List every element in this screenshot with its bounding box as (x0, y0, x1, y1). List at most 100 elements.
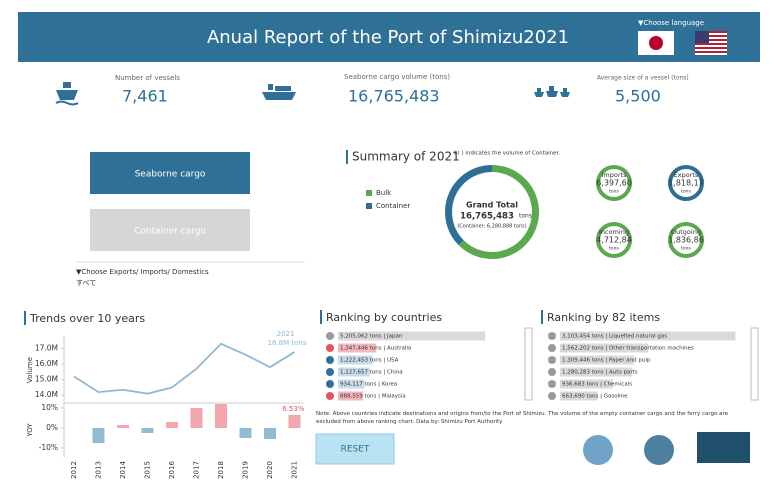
annotation: 2021 (277, 330, 295, 338)
kpi-value: 7,461 (122, 87, 168, 106)
circle-unit: tons (681, 246, 691, 252)
x-tick-label: 2019 (242, 461, 250, 479)
x-tick-label: 2014 (119, 461, 127, 479)
kpi-label: Seaborne cargo volume (tons) (344, 73, 450, 81)
scrollbar[interactable] (750, 327, 759, 401)
yoy-bar (141, 428, 154, 433)
circle-value: 1,836,86 (668, 236, 704, 245)
y-tick-label: 16.0M (35, 359, 58, 368)
circle-unit: tons (609, 189, 619, 195)
rank-bar (560, 391, 598, 401)
rank-label: 1,222,453 tons | USA (340, 358, 399, 364)
rank-label: 1,280,283 tons | Auto parts (562, 370, 638, 376)
rank-bar (338, 343, 377, 353)
x-tick-label: 2017 (193, 461, 201, 479)
yoy-bar (215, 404, 227, 428)
y-tick-label: 17.0M (35, 343, 58, 352)
y-axis-label: YOY (26, 423, 34, 438)
direction-icon (326, 332, 334, 340)
y-tick-label: 14.0M (35, 390, 58, 399)
direction-icon (326, 356, 334, 364)
direction-icon (326, 368, 334, 376)
rank-label: 1,347,446 tons | Australia (340, 346, 411, 352)
value-label: 16.8M tons (268, 339, 307, 347)
title-accent (320, 310, 322, 324)
language-label[interactable]: ▼Choose language (638, 19, 704, 27)
kpi-label: Average size of a vessel (tons) (597, 75, 689, 82)
rank-bar (560, 355, 634, 365)
summary-ring (668, 165, 704, 201)
rank-bar (560, 379, 613, 389)
rank-bar (338, 379, 365, 389)
trend-line (73, 342, 295, 395)
rank-bar (560, 331, 736, 341)
yoy-bar (239, 428, 252, 438)
summary-title: Summary of 2021 (352, 150, 460, 164)
chart-title: Trends over 10 years (29, 312, 145, 325)
y-tick-label: -10% (39, 443, 58, 452)
title: Anual Report of the Port of Shimizu2021 (207, 27, 569, 48)
value-label: 6.53% (282, 405, 305, 413)
summary-note: ※( ) indicates the volume of Container. (453, 151, 560, 157)
rank-bar (338, 331, 486, 341)
filter-value[interactable]: すべて (76, 279, 96, 287)
direction-icon (326, 380, 334, 388)
container-button[interactable] (90, 209, 250, 251)
direction-icon (548, 332, 556, 340)
circle-label: Outgoing (671, 228, 701, 236)
footnote: Note: Above countries indicate destinati… (316, 411, 729, 425)
circle-value: 1,818,17 (668, 179, 704, 188)
direction-icon (548, 380, 556, 388)
cargo-ship-icon (262, 84, 296, 100)
header-bar (18, 12, 760, 62)
title-accent (541, 310, 543, 324)
rank-label: 934,117 tons | Korea (340, 382, 397, 388)
x-tick-label: 2021 (291, 461, 299, 479)
scrollbar[interactable] (524, 327, 533, 401)
reset-button[interactable] (315, 433, 395, 465)
x-tick-label: 2020 (266, 461, 274, 479)
x-tick-label: 2013 (95, 461, 103, 479)
button-label[interactable]: Seaborne cargo (135, 170, 206, 180)
rank-label: 1,562,202 tons | Other transportation ma… (562, 346, 694, 352)
seaborne-button[interactable] (90, 152, 250, 194)
direction-icon (548, 356, 556, 364)
rank-label: 888,559 tons | Malaysia (340, 394, 406, 400)
yoy-bar (264, 428, 276, 439)
legend-label: Bulk (376, 189, 392, 197)
x-tick-label: 2012 (70, 461, 78, 479)
x-tick-label: 2015 (144, 461, 152, 479)
circle-label: Imports (602, 171, 628, 179)
circle-unit: tons (681, 189, 691, 195)
flag-japan[interactable] (638, 31, 674, 55)
summary-ring (668, 222, 704, 258)
direction-icon (548, 392, 556, 400)
title-accent (24, 311, 26, 325)
rank-label: 1,127,657 tons | China (340, 370, 403, 376)
container-note: (Container: 6,280,888 tons) (457, 224, 526, 230)
summary-ring (596, 222, 632, 258)
circle-label: Incoming (599, 228, 629, 236)
circle-unit: tons (609, 246, 619, 252)
summary-ring (596, 165, 632, 201)
reset-label[interactable]: RESET (341, 445, 370, 455)
photo (644, 435, 674, 465)
y-tick-label: 0% (46, 423, 58, 432)
y-tick-label: 15.0M (35, 375, 58, 384)
grand-total-label: Grand Total (466, 201, 518, 210)
x-tick-label: 2018 (217, 461, 225, 479)
button-label[interactable]: Container cargo (134, 227, 207, 237)
yoy-bar (166, 422, 178, 428)
direction-icon (548, 344, 556, 352)
donut-segment (458, 165, 539, 259)
grand-total: 16,765,483 (460, 212, 514, 222)
rank-label: 1,309,446 tons | Paper and pulp (562, 358, 651, 364)
flag-usa[interactable] (695, 31, 727, 55)
vessels-icon (534, 86, 570, 97)
circle-label: Exports (674, 171, 699, 179)
donut-segment (445, 165, 492, 246)
rank-bar (338, 355, 373, 365)
rank-title: Ranking by countries (326, 311, 442, 324)
rank-label: 5,205,062 tons | Japan (340, 334, 403, 340)
rank-title: Ranking by 82 items (547, 311, 660, 324)
